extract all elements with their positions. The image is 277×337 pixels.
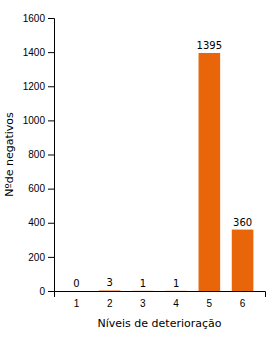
x-axis-line xyxy=(55,292,266,298)
y-tick-label: 1200 xyxy=(23,81,46,92)
y-tick: 1000 xyxy=(23,115,54,126)
bar xyxy=(99,290,121,291)
y-tick-label: 1000 xyxy=(23,115,46,126)
x-tick: 2 xyxy=(107,298,113,309)
plot: 0200400600800100012001400160012345603111… xyxy=(23,13,266,309)
y-tick-mark xyxy=(48,86,54,87)
chart: 0200400600800100012001400160012345603111… xyxy=(0,0,277,337)
y-tick: 200 xyxy=(28,252,54,263)
y-tick-mark xyxy=(48,52,54,53)
y-tick-mark xyxy=(48,223,54,224)
bar xyxy=(132,290,154,291)
x-tick-label: 5 xyxy=(207,298,213,309)
bar xyxy=(232,230,254,291)
y-tick: 0 xyxy=(39,286,54,297)
y-tick-label: 600 xyxy=(28,183,45,194)
data-label: 360 xyxy=(233,217,252,228)
data-label: 1 xyxy=(173,278,179,289)
y-tick-label: 800 xyxy=(28,149,45,160)
y-tick-mark xyxy=(48,189,54,190)
y-tick: 800 xyxy=(28,149,54,160)
x-tick: 1 xyxy=(74,298,80,309)
bar xyxy=(199,53,221,291)
y-tick-mark xyxy=(48,257,54,258)
y-tick-label: 400 xyxy=(28,217,45,228)
y-tick: 1200 xyxy=(23,81,54,92)
data-label: 0 xyxy=(73,278,79,289)
data-label: 1395 xyxy=(197,40,222,51)
x-tick-label: 6 xyxy=(240,298,246,309)
x-tick-label: 4 xyxy=(173,298,179,309)
data-label: 1 xyxy=(140,278,146,289)
bar xyxy=(66,291,88,292)
x-tick: 4 xyxy=(173,298,179,309)
x-tick-label: 3 xyxy=(140,298,146,309)
y-tick: 400 xyxy=(28,217,54,228)
y-axis: 0 200 400 600 800 1000 1200 1400 1600 xyxy=(23,13,55,297)
y-axis-line xyxy=(48,19,55,292)
y-tick-label: 200 xyxy=(28,252,45,263)
y-tick-mark xyxy=(48,291,54,292)
y-tick-label: 0 xyxy=(39,286,45,297)
x-tick: 6 xyxy=(240,298,246,309)
y-tick-label: 1600 xyxy=(23,13,46,24)
data-label: 3 xyxy=(106,277,112,288)
x-tick-label: 1 xyxy=(74,298,80,309)
y-tick: 600 xyxy=(28,183,54,194)
y-tick: 1400 xyxy=(23,47,54,58)
bar xyxy=(165,290,187,291)
y-tick-label: 1400 xyxy=(23,47,46,58)
y-tick-mark xyxy=(48,120,54,121)
x-tick-label: 2 xyxy=(107,298,113,309)
x-axis: 1 2 3 4 5 6 xyxy=(55,292,266,310)
bars xyxy=(99,53,254,291)
data-labels: 0 3 1 1 1395 360 xyxy=(73,40,252,289)
y-axis-title: Nºde negativos xyxy=(3,112,16,197)
y-tick-mark xyxy=(48,18,54,19)
y-tick-mark xyxy=(48,155,54,156)
x-tick: 3 xyxy=(140,298,146,309)
y-tick: 1600 xyxy=(23,13,54,24)
x-tick: 5 xyxy=(207,298,213,309)
x-axis-title: Níveis de deterioração xyxy=(97,317,221,330)
